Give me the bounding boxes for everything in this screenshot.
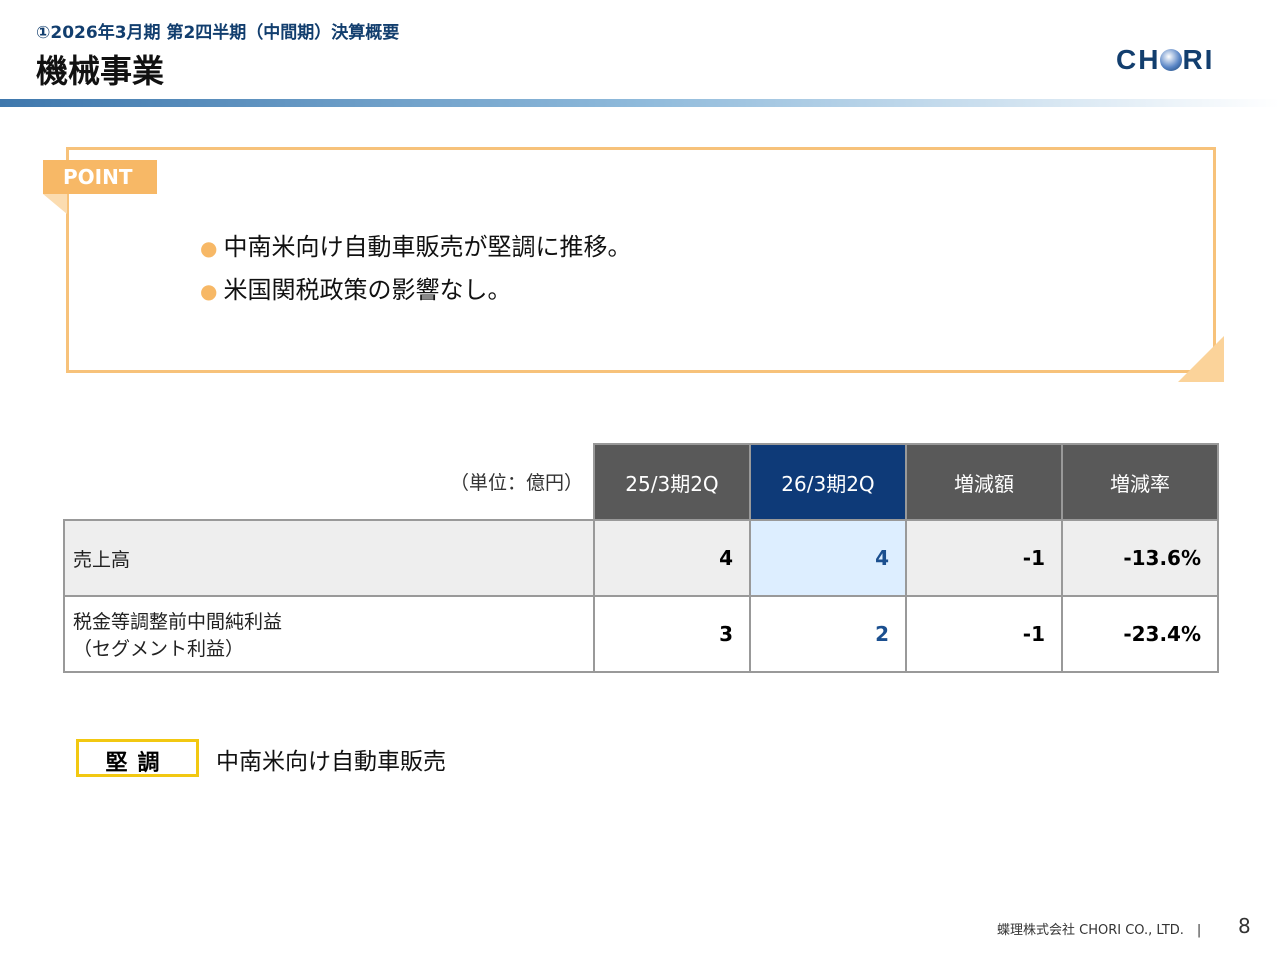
page-title: 機械事業 bbox=[36, 52, 165, 90]
bullet-icon: ● bbox=[200, 279, 218, 303]
col-header: 増減額 bbox=[905, 443, 1063, 521]
col-header: 25/3期2Q bbox=[593, 443, 751, 521]
bullet-icon: ● bbox=[200, 236, 218, 260]
header-divider bbox=[0, 99, 1280, 107]
page-number: 8 bbox=[1238, 914, 1251, 938]
point-box bbox=[66, 147, 1216, 373]
unit-label: （単位：億円） bbox=[64, 444, 594, 521]
section-subtitle: ①2026年3月期 第2四半期（中間期）決算概要 bbox=[36, 23, 400, 43]
table-row: 売上高 4 4 -1 -13.6% bbox=[63, 519, 1219, 597]
chori-logo: CH RI bbox=[1116, 44, 1215, 75]
status-text: 中南米向け自動車販売 bbox=[216, 749, 446, 775]
point-item: ● 中南米向け自動車販売が堅調に推移。 bbox=[200, 233, 632, 261]
table-row: 税金等調整前中間純利益 （セグメント利益） 3 2 -1 -23.4% bbox=[63, 595, 1219, 673]
point-list: ● 中南米向け自動車販売が堅調に推移。 ● 米国関税政策の影響なし。 bbox=[200, 226, 631, 312]
col-header: 増減率 bbox=[1061, 443, 1219, 521]
point-label: POINT bbox=[43, 160, 157, 194]
results-table: （単位：億円） 25/3期2Q 26/3期2Q 増減額 増減率 売上高 4 4 … bbox=[63, 443, 1219, 673]
footer-company: 蝶理株式会社 CHORI CO., LTD. | bbox=[997, 923, 1202, 938]
status-badge: 堅調 bbox=[76, 739, 199, 777]
corner-decoration bbox=[1178, 336, 1224, 382]
point-item: ● 米国関税政策の影響なし。 bbox=[200, 276, 512, 304]
tag-fold bbox=[43, 194, 67, 214]
col-header-current: 26/3期2Q bbox=[749, 443, 907, 521]
globe-icon bbox=[1160, 49, 1183, 71]
